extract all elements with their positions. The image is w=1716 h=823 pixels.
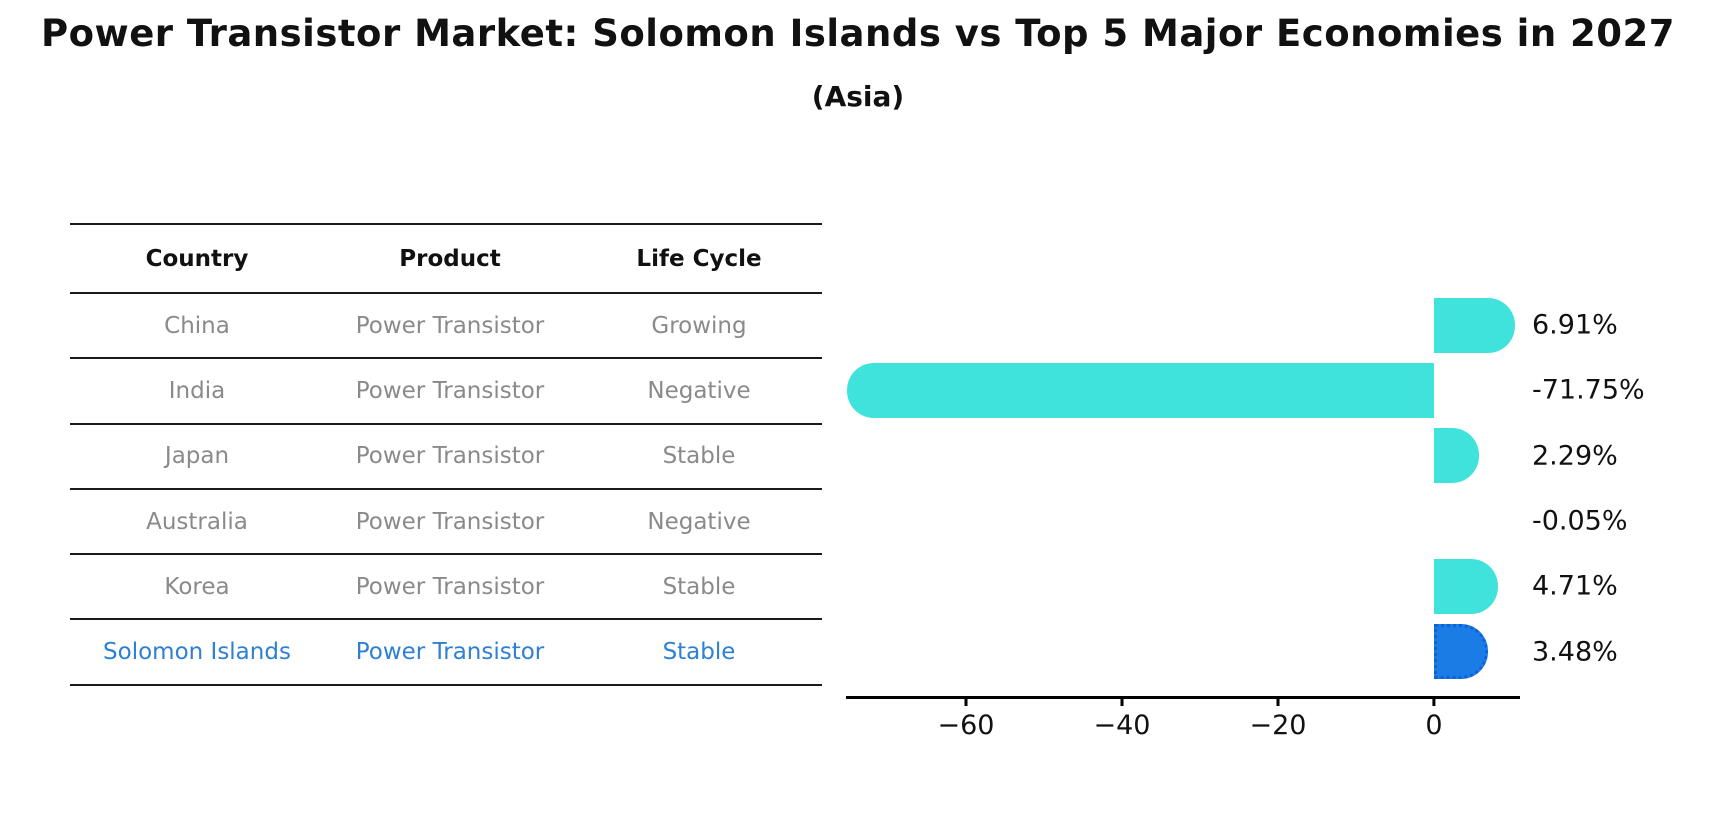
x-tick: 0 (1425, 696, 1443, 741)
cell-product: Power Transistor (355, 377, 545, 404)
table-row: China Power Transistor Growing (70, 294, 822, 360)
x-tick-label: 0 (1425, 710, 1443, 741)
x-tick-label: −40 (1093, 710, 1151, 741)
bar-japan (1434, 428, 1479, 484)
country-table: Country Product Life Cycle China Power T… (70, 223, 822, 686)
bar-china (1434, 297, 1515, 353)
x-tick: −20 (1249, 696, 1307, 741)
cell-product: Power Transistor (355, 312, 545, 339)
cell-product: Power Transistor (355, 573, 545, 600)
table-row: Australia Power Transistor Negative (70, 490, 822, 556)
bar-india (847, 362, 1434, 418)
x-tick-label: −60 (937, 710, 995, 741)
bar-value-label: 4.71% (1532, 570, 1618, 602)
x-tick-mark (1276, 696, 1280, 706)
cell-country: Korea (164, 573, 230, 600)
cell-country: China (164, 312, 230, 339)
cell-product: Power Transistor (355, 443, 545, 470)
x-tick-mark (964, 696, 968, 706)
cell-country: Japan (164, 443, 230, 470)
cell-product: Power Transistor (355, 639, 545, 666)
cell-country: Australia (146, 508, 248, 535)
chart-subtitle: (Asia) (811, 80, 905, 113)
cell-country: India (168, 377, 226, 404)
table-row: India Power Transistor Negative (70, 359, 822, 425)
x-tick: −40 (1093, 696, 1151, 741)
cell-life-cycle: Stable (662, 639, 736, 666)
bar-korea (1434, 558, 1498, 614)
table-header-row: Country Product Life Cycle (70, 225, 822, 294)
bar-solomon-islands (1434, 624, 1489, 679)
x-tick-mark (1120, 696, 1124, 706)
cell-life-cycle: Negative (647, 377, 751, 404)
x-axis-line (846, 696, 1520, 699)
cell-life-cycle: Negative (647, 508, 751, 535)
cell-life-cycle: Stable (662, 443, 736, 470)
bar-value-label: 6.91% (1532, 309, 1618, 341)
table-row: Korea Power Transistor Stable (70, 555, 822, 621)
bar-value-label: 2.29% (1532, 440, 1618, 472)
column-header-product: Product (399, 245, 501, 272)
bar-value-label: -71.75% (1532, 374, 1645, 406)
column-header-country: Country (145, 245, 249, 272)
bar-value-label: 3.48% (1532, 636, 1618, 667)
cell-life-cycle: Stable (662, 573, 736, 600)
bar-value-label: -0.05% (1532, 505, 1628, 537)
table-row-solomon-islands: Solomon Islands Power Transistor Stable (70, 620, 822, 686)
chart-title: Power Transistor Market: Solomon Islands… (40, 12, 1676, 55)
table-row: Japan Power Transistor Stable (70, 425, 822, 490)
cell-life-cycle: Growing (651, 312, 747, 339)
cell-country: Solomon Islands (103, 639, 291, 666)
column-header-life-cycle: Life Cycle (636, 245, 762, 272)
x-tick-mark (1432, 696, 1436, 706)
cell-product: Power Transistor (355, 508, 545, 535)
x-tick-label: −20 (1249, 710, 1307, 741)
x-tick: −60 (937, 696, 995, 741)
